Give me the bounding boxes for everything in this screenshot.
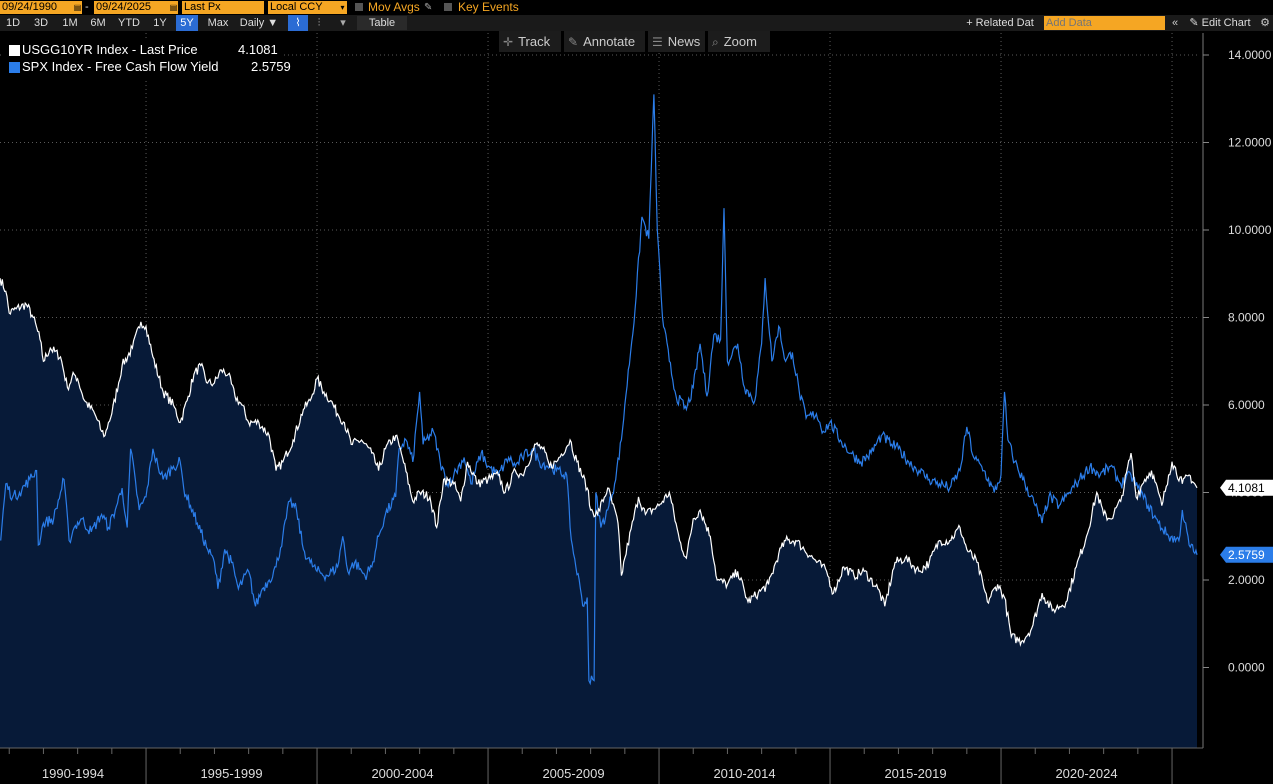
x-tick-label: 2005-2009 xyxy=(542,766,604,781)
annotate-tool[interactable]: ✎ Annotate xyxy=(564,31,645,52)
y-axis: 14.000012.000010.00008.00006.00004.00002… xyxy=(1203,48,1272,675)
y-tick-label: 2.0000 xyxy=(1228,573,1265,587)
pencil-icon[interactable]: ✎ xyxy=(424,2,433,13)
related-data-button[interactable]: + Related Dat xyxy=(966,17,1034,29)
legend-label: USGG10YR Index - Last Price xyxy=(22,42,198,57)
key-events-checkbox[interactable] xyxy=(444,3,452,11)
x-tick-label: 1990-1994 xyxy=(42,766,104,781)
calendar-icon[interactable]: ▤ xyxy=(73,1,82,14)
currency-select[interactable]: Local CCY xyxy=(268,1,338,14)
x-axis: 1990-1994 1995-1999 2000-2004 2005-2009 2010… xyxy=(0,747,1273,784)
x-axis-band xyxy=(0,748,1273,784)
bar-chart-icon[interactable]: ⫶ xyxy=(317,17,321,29)
news-label: News xyxy=(667,34,701,49)
pencil-icon: ✎ xyxy=(1189,17,1202,29)
track-tool[interactable]: ✛ Track xyxy=(499,31,561,52)
last-value-marker xyxy=(1220,479,1273,496)
range-1d[interactable]: 1D xyxy=(5,17,21,29)
news-tool[interactable]: ☰ News xyxy=(648,31,705,52)
range-6m[interactable]: 6M xyxy=(90,17,106,29)
series-2-line xyxy=(0,94,1198,686)
x-tick-label: 2000-2004 xyxy=(371,766,433,781)
x-tick-label: 2020-2024 xyxy=(1055,766,1117,781)
legend: USGG10YR Index - Last Price 4.1081 SPX I… xyxy=(3,39,291,81)
x-tick-label: 2010-2014 xyxy=(713,766,775,781)
range-ytd[interactable]: YTD xyxy=(118,17,140,29)
grid xyxy=(0,33,1204,748)
news-icon: ☰ xyxy=(652,35,663,49)
last-value-label: 2.5759 xyxy=(1228,548,1265,562)
edit-chart-label: Edit Chart xyxy=(1201,17,1251,29)
edit-chart-button[interactable]: ✎ Edit Chart xyxy=(1184,15,1256,31)
mov-avgs-label[interactable]: Mov Avgs xyxy=(368,0,420,14)
annotate-label: Annotate xyxy=(583,34,636,49)
last-value-marker xyxy=(1220,546,1273,563)
top-toolbar: 09/24/1990 ▤ - 09/24/2025 ▤ Last Px Loca… xyxy=(0,0,1273,15)
zoom-icon: ⌕ xyxy=(712,35,719,49)
y-tick-label: 12.0000 xyxy=(1228,136,1272,150)
y-tick-label: 10.0000 xyxy=(1228,223,1272,237)
last-value-markers: 4.1081 2.5759 xyxy=(1220,479,1273,563)
end-date-field[interactable]: 09/24/2025 xyxy=(94,1,169,14)
frequency-select[interactable]: Daily ▼ xyxy=(239,17,279,29)
range-1y[interactable]: 1Y xyxy=(153,17,167,29)
crosshair-icon: ✛ xyxy=(503,35,514,49)
gear-icon[interactable]: ⚙ xyxy=(1260,17,1270,29)
line-chart-icon[interactable]: ⌇ xyxy=(288,15,308,31)
x-tick-label: 2015-2019 xyxy=(884,766,946,781)
y-tick-label: 14.0000 xyxy=(1228,48,1272,62)
x-tick-label: 1995-1999 xyxy=(200,766,262,781)
series-1-line xyxy=(0,278,1198,648)
range-5y[interactable]: 5Y xyxy=(176,15,198,31)
add-data-input[interactable] xyxy=(1044,16,1165,30)
key-events-label[interactable]: Key Events xyxy=(458,0,519,14)
chevron-down-icon[interactable]: ▾ xyxy=(338,1,347,14)
zoom-label: Zoom xyxy=(723,34,757,49)
collapse-icon[interactable]: « xyxy=(1171,17,1179,29)
legend-swatch xyxy=(9,62,20,73)
start-date-field[interactable]: 09/24/1990 xyxy=(0,1,73,14)
price-field-select[interactable]: Last Px xyxy=(182,1,264,14)
legend-value: 2.5759 xyxy=(251,59,291,74)
legend-swatch xyxy=(9,45,20,56)
date-separator: - xyxy=(85,1,89,13)
y-tick-label: 0.0000 xyxy=(1228,661,1265,675)
zoom-tool[interactable]: ⌕ Zoom xyxy=(708,31,770,52)
range-max[interactable]: Max xyxy=(207,17,229,29)
y-tick-label: 8.0000 xyxy=(1228,311,1265,325)
mov-avgs-checkbox[interactable] xyxy=(355,3,363,11)
calendar-icon[interactable]: ▤ xyxy=(169,1,178,14)
range-1m[interactable]: 1M xyxy=(62,17,78,29)
pencil-icon: ✎ xyxy=(568,35,579,49)
legend-value: 4.1081 xyxy=(238,42,278,57)
legend-label: SPX Index - Free Cash Flow Yield xyxy=(22,59,219,74)
range-toolbar: 1D 3D 1M 6M YTD 1Y 5Y Max Daily ▼ ⌇ ⫶ ▾ … xyxy=(0,15,1273,31)
range-3d[interactable]: 3D xyxy=(33,17,49,29)
table-button[interactable]: Table xyxy=(357,16,407,30)
y-tick-label: 6.0000 xyxy=(1228,398,1265,412)
track-label: Track xyxy=(518,34,551,49)
last-value-label: 4.1081 xyxy=(1228,481,1265,495)
chevron-down-icon[interactable]: ▾ xyxy=(340,17,346,29)
